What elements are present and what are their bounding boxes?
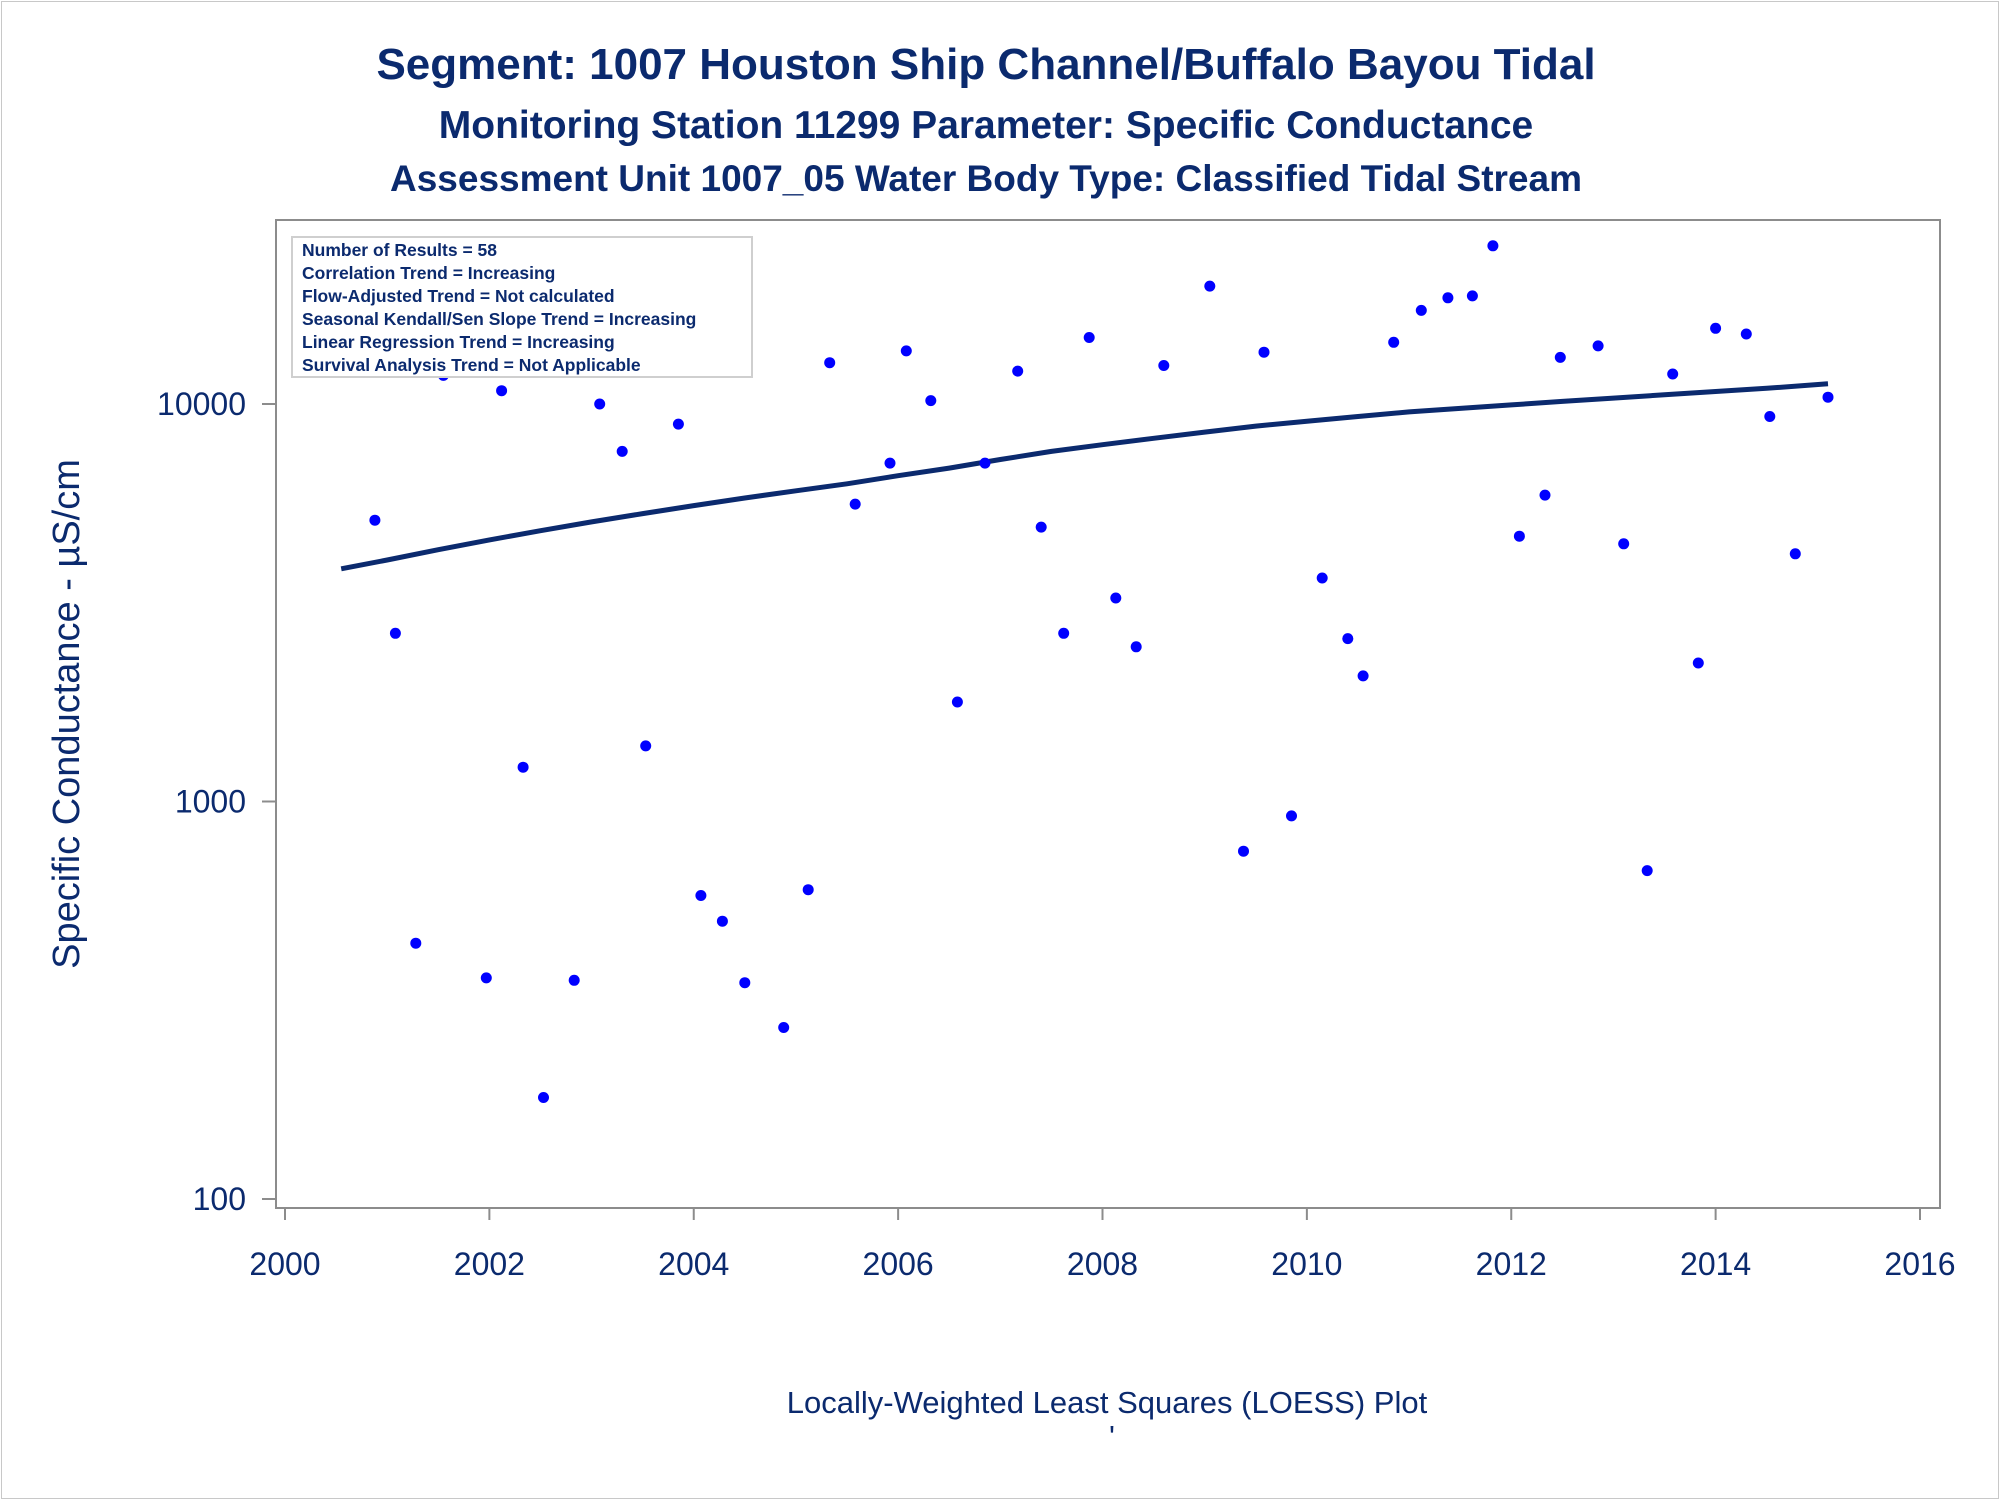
data-point — [1513, 530, 1525, 542]
data-point — [1238, 845, 1249, 857]
data-point — [517, 761, 529, 773]
info-line-survival-analysis: Survival Analysis Trend = Not Applicable — [302, 355, 641, 375]
data-point — [1487, 240, 1499, 252]
y-tick-label: 1000 — [175, 784, 246, 820]
y-tick-label: 100 — [193, 1181, 246, 1217]
data-point — [1442, 292, 1454, 304]
data-point — [802, 884, 814, 896]
data-point — [568, 974, 580, 986]
data-point — [1204, 280, 1216, 292]
data-point — [1316, 572, 1328, 584]
data-point — [849, 498, 861, 510]
points-layer — [335, 240, 1834, 1103]
data-point — [979, 457, 991, 469]
chart-title-line2: Monitoring Station 11299 Parameter: Spec… — [439, 104, 1533, 147]
data-point — [1764, 411, 1776, 422]
info-line-correlation: Correlation Trend = Increasing — [302, 263, 555, 283]
info-line-seasonal-kendall: Seasonal Kendall/Sen Slope Trend = Incre… — [302, 309, 696, 329]
data-point — [824, 357, 836, 369]
x-axis: 2000 2002 2004 2006 2008 2010 2012 2014 2016 — [249, 1207, 1956, 1282]
data-point — [1012, 365, 1024, 377]
info-box: Number of Results = 58 Correlation Trend… — [291, 236, 753, 378]
info-line-flow-adjusted: Flow-Adjusted Trend = Not calculated — [302, 286, 615, 306]
data-point — [389, 627, 401, 639]
data-point — [1083, 332, 1095, 343]
data-point — [616, 445, 628, 457]
data-point — [1692, 657, 1704, 669]
data-point — [716, 915, 728, 927]
x-tick-label: 2006 — [863, 1246, 934, 1282]
data-point — [695, 890, 707, 901]
data-point — [1415, 304, 1427, 316]
data-point — [1641, 865, 1653, 877]
x-tick-label: 2004 — [658, 1246, 729, 1282]
data-point — [778, 1022, 790, 1033]
y-axis: 100 1000 10000 — [157, 245, 277, 1217]
data-point — [1618, 538, 1630, 550]
data-point — [1357, 670, 1369, 682]
trend-layer — [340, 381, 1829, 572]
x-tick-label: 2016 — [1884, 1246, 1955, 1282]
data-point — [1342, 633, 1354, 645]
data-point — [496, 385, 508, 397]
y-axis-label: Specific Conductance - µS/cm — [46, 459, 88, 969]
chart-title-line3: Assessment Unit 1007_05 Water Body Type:… — [390, 158, 1582, 199]
data-point — [1130, 641, 1142, 653]
data-point — [480, 972, 492, 984]
data-point — [640, 740, 652, 752]
data-point — [672, 418, 684, 430]
data-point — [900, 345, 912, 357]
data-point — [410, 937, 422, 949]
data-point — [1822, 391, 1834, 403]
x-tick-label: 2014 — [1680, 1246, 1751, 1282]
data-point — [1388, 336, 1400, 348]
x-tick-label: 2008 — [1067, 1246, 1138, 1282]
data-point — [1554, 351, 1566, 363]
data-point — [1592, 340, 1604, 352]
x-tick-label: 2010 — [1271, 1246, 1342, 1282]
data-point — [1058, 627, 1070, 639]
x-tick-label: 2012 — [1476, 1246, 1547, 1282]
data-point — [369, 514, 381, 526]
data-point — [1710, 322, 1722, 334]
data-point — [1110, 592, 1122, 604]
y-tick-label: 10000 — [157, 386, 246, 422]
data-point — [1286, 810, 1297, 822]
data-point — [594, 398, 606, 410]
data-point — [1539, 489, 1551, 501]
chart-title-line1: Segment: 1007 Houston Ship Channel/Buffa… — [376, 40, 1595, 89]
footnote: Locally-Weighted Least Squares (LOESS) P… — [787, 1385, 1428, 1420]
data-point — [1035, 521, 1047, 533]
data-point — [951, 696, 963, 708]
data-point — [1158, 360, 1170, 371]
info-box-border — [291, 236, 753, 378]
footnote-mark: ' — [1109, 1419, 1115, 1454]
data-point — [925, 395, 937, 407]
data-point — [1789, 548, 1801, 560]
data-point — [739, 977, 751, 989]
loess-trend-line — [340, 381, 1829, 572]
data-point — [1740, 328, 1752, 340]
data-point — [538, 1092, 549, 1103]
data-point — [1466, 290, 1478, 302]
data-point — [1258, 346, 1270, 358]
x-tick-label: 2000 — [249, 1246, 320, 1282]
data-point — [1667, 368, 1679, 380]
info-line-linear-regression: Linear Regression Trend = Increasing — [302, 332, 615, 352]
data-point — [884, 457, 896, 469]
x-tick-label: 2002 — [454, 1246, 525, 1282]
info-line-results: Number of Results = 58 — [302, 240, 497, 260]
